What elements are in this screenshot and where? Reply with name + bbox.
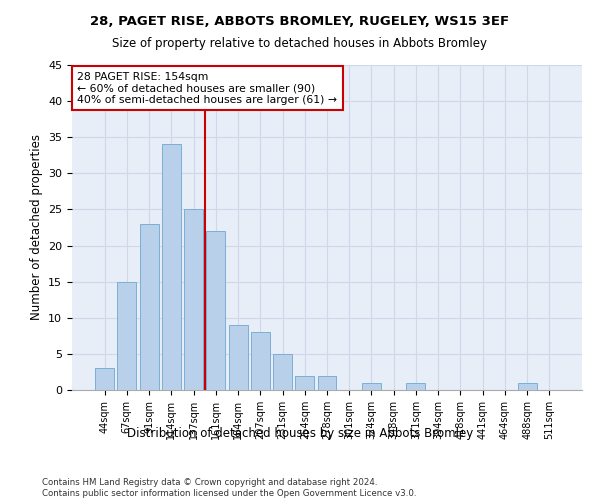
Bar <box>162 144 181 390</box>
Bar <box>295 376 314 390</box>
Y-axis label: Number of detached properties: Number of detached properties <box>29 134 43 320</box>
Bar <box>317 376 337 390</box>
Bar <box>95 368 114 390</box>
Text: Distribution of detached houses by size in Abbots Bromley: Distribution of detached houses by size … <box>127 428 473 440</box>
Text: Contains HM Land Registry data © Crown copyright and database right 2024.
Contai: Contains HM Land Registry data © Crown c… <box>42 478 416 498</box>
Text: 28, PAGET RISE, ABBOTS BROMLEY, RUGELEY, WS15 3EF: 28, PAGET RISE, ABBOTS BROMLEY, RUGELEY,… <box>91 15 509 28</box>
Bar <box>518 383 536 390</box>
Bar <box>273 354 292 390</box>
Bar <box>206 231 225 390</box>
Bar <box>362 383 381 390</box>
Bar <box>406 383 425 390</box>
Bar <box>184 210 203 390</box>
Text: 28 PAGET RISE: 154sqm
← 60% of detached houses are smaller (90)
40% of semi-deta: 28 PAGET RISE: 154sqm ← 60% of detached … <box>77 72 337 104</box>
Bar <box>229 325 248 390</box>
Text: Size of property relative to detached houses in Abbots Bromley: Size of property relative to detached ho… <box>113 38 487 51</box>
Bar <box>140 224 158 390</box>
Bar <box>118 282 136 390</box>
Bar <box>251 332 270 390</box>
